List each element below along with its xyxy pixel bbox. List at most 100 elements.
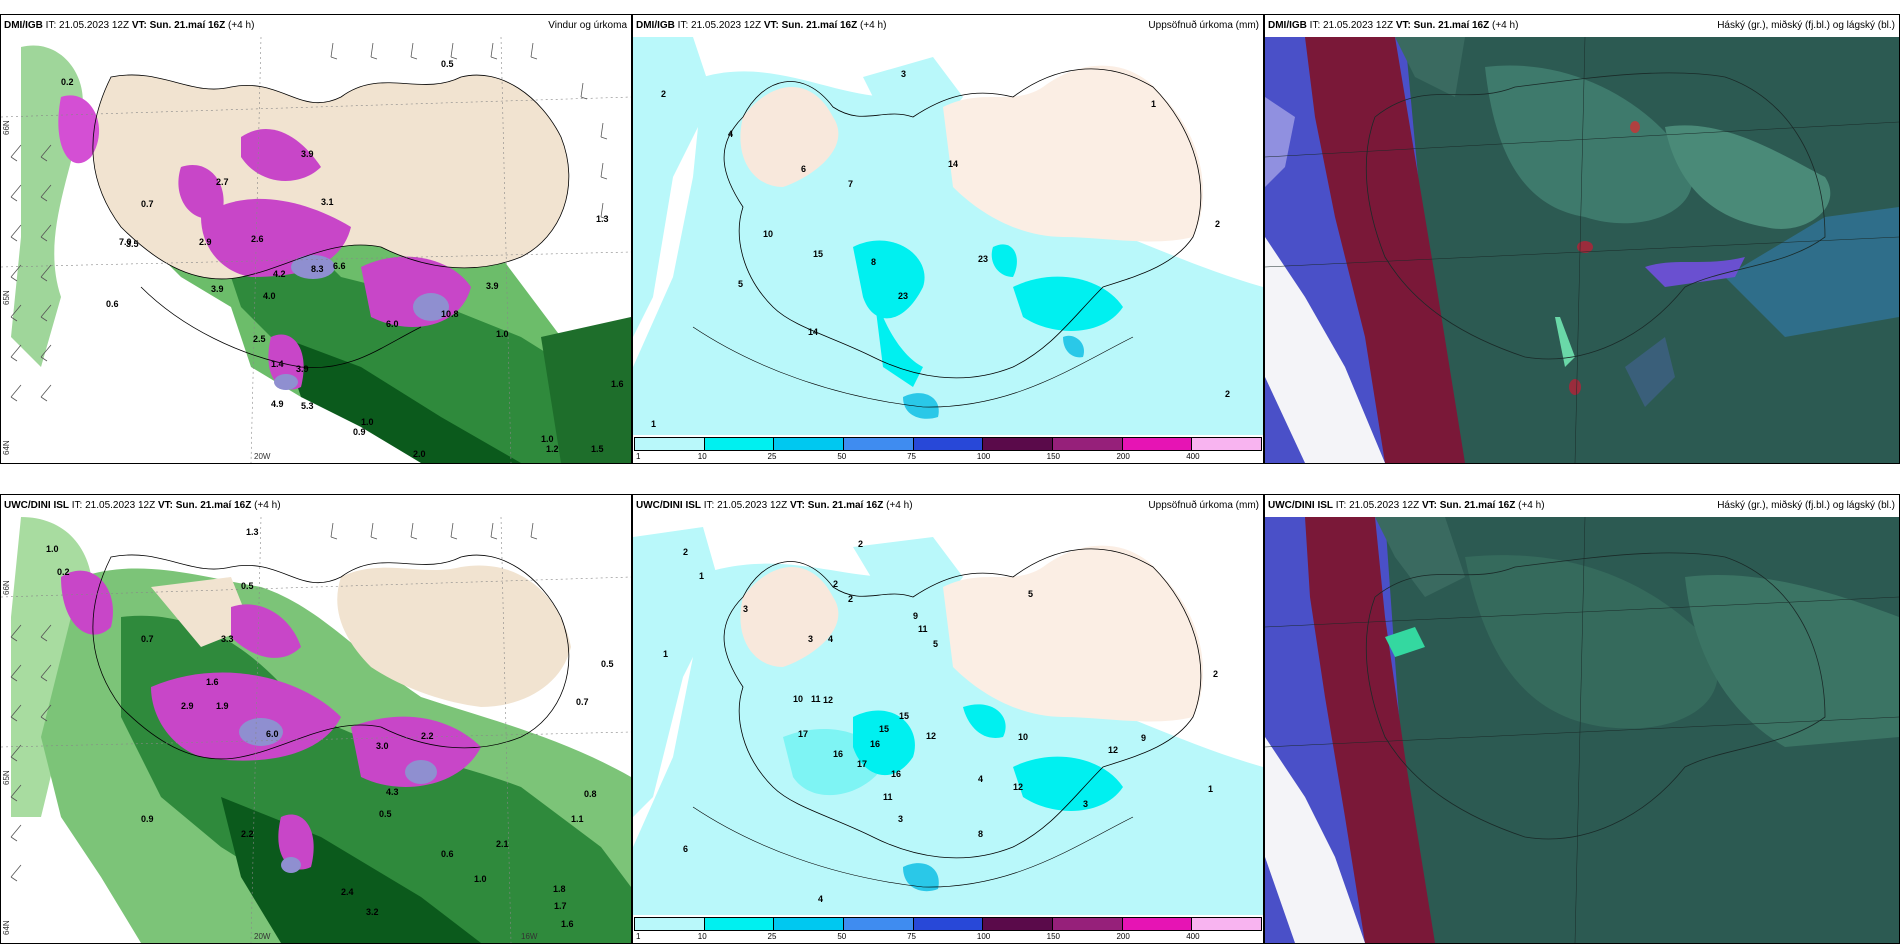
lead-time: (+4 h) [1518,500,1545,511]
accum-value: 8 [978,829,983,839]
legend-tick: 400 [1186,932,1200,941]
accum-value: 2 [848,594,853,604]
lead-time: (+4 h) [860,20,887,31]
vt-label: VT: [131,20,147,31]
wind-value: 3.1 [321,197,334,207]
vt-label: VT: [789,500,805,511]
accum-value: 3 [1083,799,1088,809]
wind-value: 0.5 [601,659,614,669]
legend-tick: 50 [837,932,847,941]
panel-uwc-accum: UWC/DINI ISL IT: 21.05.2023 12Z VT: Sun.… [632,494,1264,944]
wind-value: 3.0 [376,741,389,751]
legend-tick: 25 [767,932,777,941]
accum-value: 14 [808,327,818,337]
accum-value: 1 [1151,99,1156,109]
legend-tick: 10 [697,932,707,941]
vt-label: VT: [763,20,779,31]
legend-swatch [704,918,775,930]
wind-value: 1.5 [591,444,604,454]
accum-value: 23 [898,291,908,301]
accum-value: 16 [833,749,843,759]
accum-value: 2 [661,89,666,99]
wind-value: 1.2 [546,444,559,454]
accum-value: 4 [828,634,833,644]
legend-swatch [913,438,984,450]
precip-legend: 1 10 25 50 75 100 150 200 400 [633,915,1263,943]
accum-value: 9 [913,611,918,621]
accum-value: 16 [891,769,901,779]
init-time: 21.05.2023 12Z [717,500,788,511]
panel-header: DMI/IGB IT: 21.05.2023 12Z VT: Sun. 21.m… [633,15,1263,37]
valid-time: Sun. 21.maí 16Z [781,20,858,31]
wind-value: 1.0 [474,874,487,884]
lat-label: 64N [2,920,11,935]
accum-value: 12 [926,731,936,741]
legend-tick: 10 [697,452,707,461]
legend-swatch [844,918,914,930]
accum-value: 6 [683,844,688,854]
accum-value: 4 [818,894,823,904]
accum-value: 5 [738,279,743,289]
legend-tick: 150 [1046,452,1061,461]
panel-title: Háský (gr.), miðský (fj.bl.) og lágský (… [1717,20,1895,31]
init-time: 21.05.2023 12Z [1349,500,1420,511]
wind-value: 0.9 [353,427,366,437]
wind-value: 2.9 [199,237,212,247]
init-time: 21.05.2023 12Z [1323,20,1394,31]
wind-value: 0.7 [576,697,589,707]
lon-label: 20W [254,932,271,941]
wind-value: 2.2 [241,829,254,839]
wind-value: 8.3 [311,264,324,274]
legend-swatch [1122,438,1193,450]
accum-value: 10 [1018,732,1028,742]
legend-tick: 100 [976,452,991,461]
init-time: 21.05.2023 12Z [85,500,156,511]
precip-legend: 1 10 25 50 75 100 150 200 400 [633,435,1263,463]
accum-map-svg: 2 1 2 3 1 2 3 4 2 9 11 5 10 11 12 15 15 … [633,517,1263,915]
wind-value: 0.5 [441,59,454,69]
cloud-map-svg [1265,37,1899,463]
legend-swatch [1192,918,1262,930]
vt-label: VT: [1421,500,1437,511]
wind-value: 6.0 [386,319,399,329]
panel-header: UWC/DINI ISL IT: 21.05.2023 12Z VT: Sun.… [1265,495,1899,517]
wind-value: 0.6 [441,849,454,859]
panel-header: DMI/IGB IT: 21.05.2023 12Z VT: Sun. 21.m… [1,15,631,37]
lat-label: 66N [2,120,11,135]
wind-value: 0.6 [106,299,119,309]
wind-value: 3.2 [366,907,379,917]
wind-value: 2.0 [413,449,426,459]
map-wind-uwc: 1.0 0.2 0.5 1.3 0.7 1.6 2.9 1.9 3.3 3.0 … [1,517,631,943]
wind-value: 5.3 [301,401,314,411]
panel-title: Uppsöfnuð úrkoma (mm) [1148,500,1259,511]
wind-value: 1.6 [611,379,624,389]
vt-label: VT: [157,500,173,511]
legend-swatch [635,438,705,450]
model-name: DMI/IGB [1268,20,1307,31]
it-label: IT: [71,500,83,511]
accum-value: 1 [1208,784,1213,794]
panel-header: UWC/DINI ISL IT: 21.05.2023 12Z VT: Sun.… [633,495,1263,517]
lead-time: (+4 h) [1492,20,1519,31]
accum-value: 5 [1028,589,1033,599]
model-name: UWC/DINI ISL [1268,500,1333,511]
it-label: IT: [703,500,715,511]
wind-map-svg: 1.0 0.2 0.5 1.3 0.7 1.6 2.9 1.9 3.3 3.0 … [1,517,631,943]
wind-value: 0.7 [141,634,154,644]
accum-map-svg: 2 3 1 4 6 7 14 10 15 5 14 23 23 8 2 2 1 [633,37,1263,435]
panel-title: Háský (gr.), miðský (fj.bl.) og lágský (… [1717,500,1895,511]
model-name: DMI/IGB [636,20,675,31]
accum-value: 4 [728,129,733,139]
wind-value: 1.4 [271,359,284,369]
legend-tick: 50 [837,452,847,461]
lat-label: 66N [2,580,11,595]
wind-value: 6.6 [333,261,346,271]
panel-title: Uppsöfnuð úrkoma (mm) [1148,20,1259,31]
cloud-map-svg [1265,517,1899,943]
wind-value: 2.7 [216,177,229,187]
init-time: 21.05.2023 12Z [59,20,130,31]
legend-swatch [844,438,914,450]
accum-value: 11 [918,624,928,634]
accum-value: 16 [870,739,880,749]
it-label: IT: [1309,20,1321,31]
